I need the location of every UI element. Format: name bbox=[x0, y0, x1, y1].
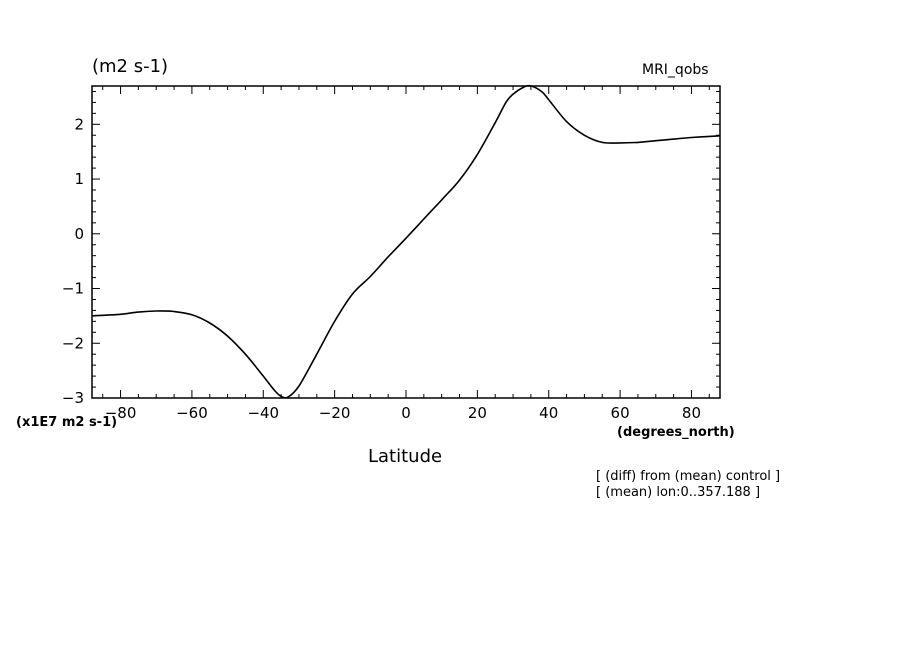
plot-frame bbox=[91, 85, 721, 399]
x-tick-label: 80 bbox=[682, 404, 701, 422]
x-tick-label: 60 bbox=[611, 404, 630, 422]
annotation-diff: [ (diff) from (mean) control ] bbox=[596, 469, 781, 484]
y-tick-label: 0 bbox=[74, 225, 84, 243]
dataset-label: MRI_qobs bbox=[642, 62, 709, 78]
x-tick-label: −40 bbox=[247, 404, 279, 422]
y-tick-label: 2 bbox=[74, 115, 84, 133]
y-tick-label: −2 bbox=[62, 334, 84, 352]
x-axis-label: Latitude bbox=[368, 446, 443, 467]
y-tick-label: −3 bbox=[62, 389, 84, 407]
x-tick-label: 40 bbox=[539, 404, 558, 422]
x-tick-label: −20 bbox=[319, 404, 351, 422]
x-tick-label: 0 bbox=[401, 404, 411, 422]
y-tick-label: 1 bbox=[74, 170, 84, 188]
x-tick-label: −80 bbox=[105, 404, 137, 422]
series-line bbox=[91, 84, 721, 399]
x-tick-label: −60 bbox=[176, 404, 208, 422]
y-scale-label: (x1E7 m2 s-1) bbox=[16, 415, 118, 430]
y-tick-label: −1 bbox=[62, 280, 84, 298]
x-units-label: (degrees_north) bbox=[617, 425, 735, 440]
units-label: (m2 s-1) bbox=[92, 56, 169, 77]
x-tick-label: 20 bbox=[468, 404, 487, 422]
annotation-mean: [ (mean) lon:0..357.188 ] bbox=[596, 485, 761, 500]
